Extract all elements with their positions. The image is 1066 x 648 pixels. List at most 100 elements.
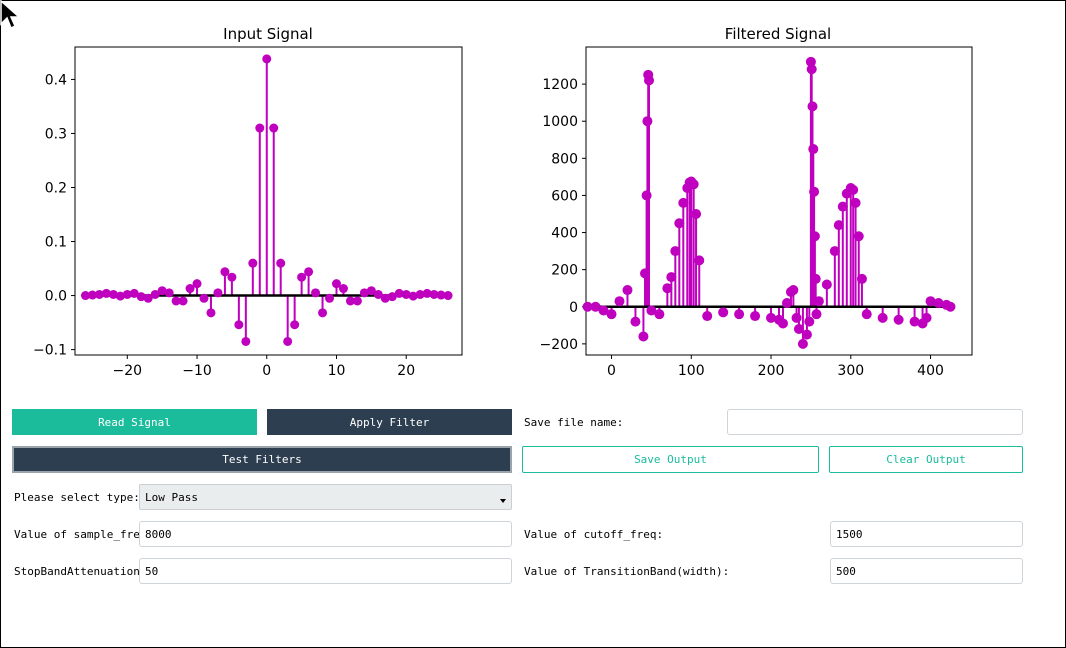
filtered-stem-marker: [662, 283, 673, 294]
input-stem-marker: [422, 288, 432, 298]
filtered-stem-marker: [793, 324, 804, 335]
apply-filter-button[interactable]: Apply Filter: [267, 409, 512, 435]
input-stem-marker: [227, 272, 237, 282]
input-y-tick-label: 0.0: [45, 289, 67, 305]
save-output-button[interactable]: Save Output: [522, 446, 819, 473]
filtered-stem-marker: [806, 64, 817, 75]
filtered-y-tick-label: 400: [551, 226, 578, 242]
filtered-stem-marker: [797, 338, 808, 349]
filtered-y-tick-label: 1000: [542, 114, 578, 130]
filtered-stem-marker: [877, 312, 888, 323]
input-y-tick-label: 0.3: [45, 126, 67, 142]
filtered-stem-marker: [640, 268, 651, 279]
filtered-stem-marker: [856, 273, 867, 284]
input-stem-marker: [150, 289, 160, 299]
filtered-y-tick-label: 0: [569, 300, 578, 316]
input-y-tick-label: 0.4: [45, 72, 67, 88]
input-x-tick-label: 0: [262, 363, 271, 379]
input-stem-marker: [436, 290, 446, 300]
transition-band-input[interactable]: 500: [830, 558, 1023, 584]
input-stem-marker: [297, 272, 307, 282]
filter-type-label: Please select type:: [14, 490, 140, 504]
filtered-stem-marker: [646, 305, 657, 316]
input-stem-marker: [213, 288, 223, 298]
filtered-chart-title: Filtered Signal: [725, 25, 831, 43]
filtered-stem-marker: [808, 144, 819, 155]
input-stem-marker: [122, 289, 132, 299]
input-stem-marker: [408, 291, 418, 301]
input-stem-marker: [115, 291, 125, 301]
save-file-name-label: Save file name:: [524, 415, 624, 429]
filtered-stem-marker: [821, 279, 832, 290]
filtered-stem-marker: [945, 301, 956, 312]
filtered-stem-marker: [702, 311, 713, 322]
filtered-stem-marker: [805, 56, 816, 67]
filtered-stem-marker: [598, 305, 609, 316]
input-y-tick-label: 0.1: [45, 235, 67, 251]
filtered-stem-marker: [861, 309, 872, 320]
filtered-stem-marker: [811, 309, 822, 320]
input-stem-marker: [401, 289, 411, 299]
filtered-stem-marker: [848, 184, 859, 195]
test-filters-button[interactable]: Test Filters: [12, 446, 512, 473]
filter-type-value: Low Pass: [145, 490, 198, 504]
input-stem-marker: [129, 288, 139, 298]
clear-output-button[interactable]: Clear Output: [829, 446, 1023, 473]
filtered-x-tick-label: 400: [917, 363, 944, 379]
input-stem-marker: [359, 288, 369, 298]
input-stem-marker: [255, 123, 265, 133]
filtered-stem-marker: [674, 218, 685, 229]
read-signal-button[interactable]: Read Signal: [12, 409, 257, 435]
input-y-tick-label: 0.2: [45, 180, 67, 196]
input-chart-title: Input Signal: [223, 25, 313, 43]
filtered-stem-marker: [766, 312, 777, 323]
filtered-stem-marker: [837, 201, 848, 212]
filtered-stem-marker: [688, 179, 699, 190]
sample-freq-input[interactable]: 8000: [139, 521, 512, 547]
input-stem-marker: [345, 296, 355, 306]
filtered-stem-marker: [590, 301, 601, 312]
filtered-stem-marker: [853, 231, 864, 242]
cutoff-freq-input[interactable]: 1500: [830, 521, 1023, 547]
input-stem-marker: [304, 267, 314, 277]
input-stem-marker: [164, 288, 174, 298]
filtered-y-tick-label: 1200: [542, 77, 578, 93]
filtered-stem-marker: [781, 298, 792, 309]
input-stem-marker: [443, 291, 453, 301]
filtered-stem-marker: [933, 298, 944, 309]
input-stem-marker: [220, 267, 230, 277]
sample-freq-label: Value of sample_freq:: [14, 527, 154, 541]
filtered-stem-marker: [654, 309, 665, 320]
filtered-stem-marker: [750, 311, 761, 322]
filter-type-select[interactable]: Low Pass: [139, 484, 512, 510]
filtered-stem-marker: [833, 220, 844, 231]
filtered-stem-marker: [694, 255, 705, 266]
input-stem-marker: [311, 288, 321, 298]
input-stem-marker: [87, 290, 97, 300]
filtered-stem-marker: [893, 314, 904, 325]
save-file-name-input[interactable]: [727, 409, 1023, 435]
filtered-plot-frame: [585, 46, 973, 356]
filtered-stem-marker: [791, 312, 802, 323]
filtered-stem-marker: [718, 307, 729, 318]
transition-band-label: Value of TransitionBand(width):: [524, 564, 730, 578]
input-stem-marker: [94, 289, 104, 299]
filtered-stem-marker: [630, 316, 641, 327]
filtered-stem-marker: [810, 273, 821, 284]
input-x-tick-label: 10: [328, 363, 346, 379]
input-stem-marker: [248, 258, 258, 268]
input-stem-marker: [80, 291, 90, 301]
input-stem-marker: [136, 292, 146, 302]
chevron-down-icon: [500, 499, 506, 503]
input-stem-marker: [234, 320, 244, 330]
input-plot-frame: [74, 46, 463, 356]
input-stem-marker: [318, 308, 328, 318]
stopband-attenuation-input[interactable]: 50: [139, 558, 512, 584]
input-x-tick-label: −20: [113, 363, 143, 379]
filtered-x-tick-label: 300: [837, 363, 864, 379]
filtered-stem-marker: [925, 296, 936, 307]
input-stem-marker: [206, 308, 216, 318]
filtered-stem-marker: [804, 316, 815, 327]
input-stem-marker: [199, 293, 209, 303]
input-stem-marker: [171, 296, 181, 306]
